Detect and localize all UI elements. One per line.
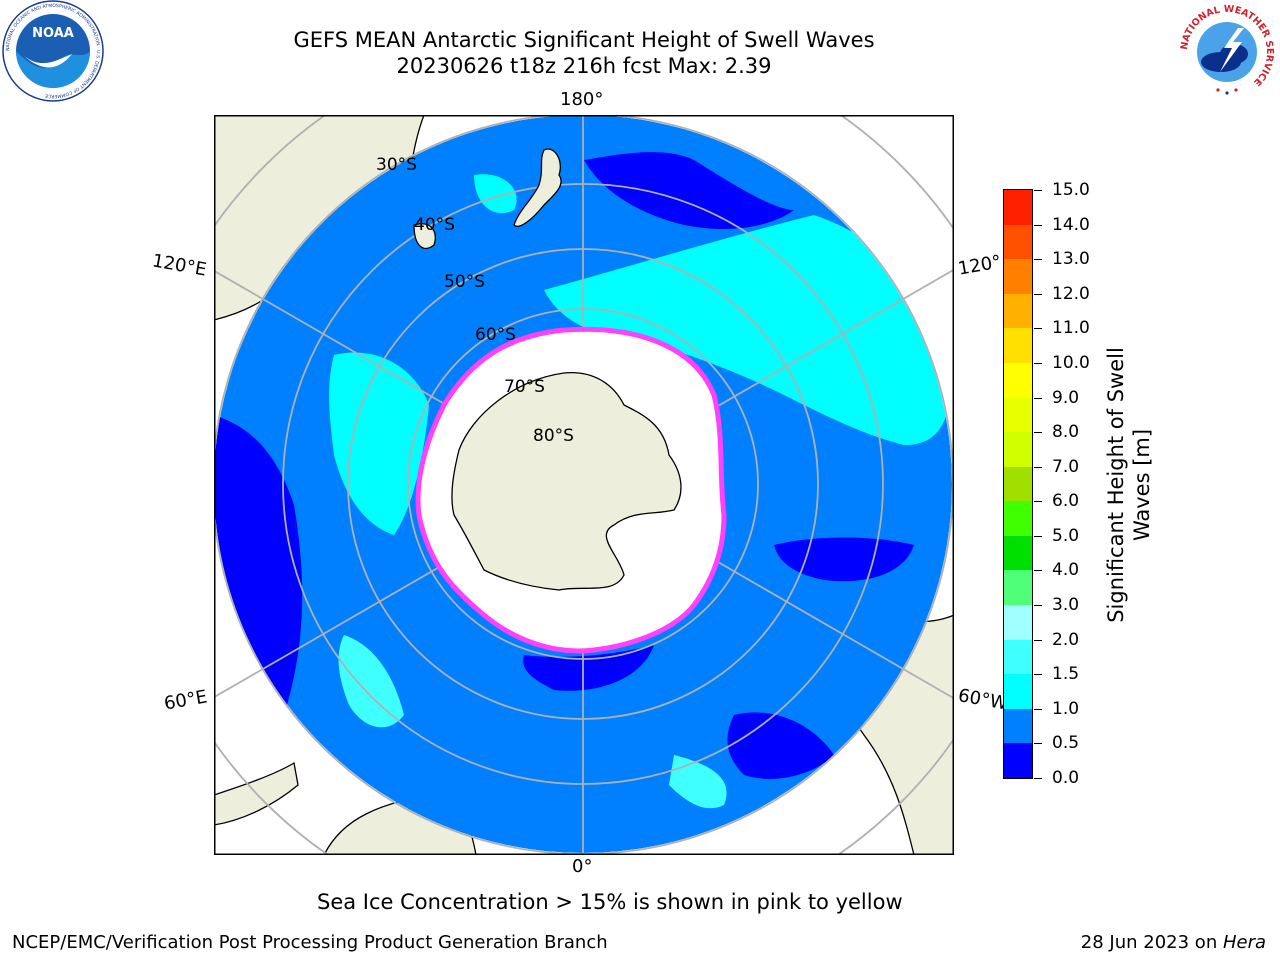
colorbar-tick-label: 1.5 — [1052, 664, 1080, 685]
colorbar-segment — [1004, 397, 1032, 433]
sea-ice-note: Sea Ice Concentration > 15% is shown in … — [317, 890, 903, 914]
colorbar-segment — [1004, 535, 1032, 571]
footer-host: Hera — [1222, 932, 1266, 953]
colorbar-tick-label: 2.0 — [1052, 629, 1080, 650]
antarctica-land — [451, 371, 682, 591]
colorbar-tick — [1034, 432, 1042, 434]
colorbar-tick-label: 10.0 — [1052, 352, 1090, 373]
lon-label-0: 0° — [572, 856, 593, 877]
colorbar-tick-label: 0.5 — [1052, 733, 1080, 754]
lat-label-70s: 70°S — [504, 377, 545, 397]
lat-label-60s: 60°S — [475, 325, 516, 345]
colorbar-tick-label: 4.0 — [1052, 560, 1080, 581]
map-subtitle: 20230626 t18z 216h fcst Max: 2.39 — [396, 54, 772, 78]
footer-credit: NCEP/EMC/Verification Post Processing Pr… — [12, 932, 608, 953]
colorbar-tick-label: 14.0 — [1052, 214, 1090, 235]
colorbar-tick — [1034, 293, 1042, 295]
colorbar-tick-label: 12.0 — [1052, 283, 1090, 304]
lon-label-60w: 60°W — [956, 685, 1006, 714]
colorbar-segment — [1004, 639, 1032, 675]
colorbar-tick — [1034, 605, 1042, 607]
colorbar-tick — [1034, 190, 1042, 191]
colorbar-tick — [1034, 674, 1042, 676]
colorbar-tick-label: 7.0 — [1052, 456, 1080, 477]
nws-logo: NATIONAL WEATHER SERVICE — [1179, 4, 1275, 98]
colorbar-segment — [1004, 362, 1032, 398]
colorbar-tick — [1034, 743, 1042, 745]
lon-label-120w: 120°W — [956, 251, 1004, 280]
colorbar-tick-label: 0.0 — [1052, 768, 1080, 788]
lon-label-120e: 120°E — [150, 250, 209, 281]
colorbar-segment — [1004, 708, 1032, 744]
lat-label-40s: 40°S — [414, 215, 455, 235]
colorbar-tick — [1034, 639, 1042, 641]
map-title: GEFS MEAN Antarctic Significant Height o… — [293, 28, 875, 52]
colorbar-segment — [1004, 293, 1032, 329]
colorbar-tick-label: 3.0 — [1052, 595, 1080, 616]
noaa-logo: NOAA NATIONAL OCEANIC AND ATMOSPHERIC AD… — [2, 0, 104, 102]
colorbar-segment — [1004, 742, 1032, 778]
colorbar-title: Significant Height of Swell Waves [m] — [1104, 347, 1154, 623]
colorbar-tick-label: 6.0 — [1052, 491, 1080, 512]
polar-map: 30°S 40°S 50°S 60°S 70°S 80°S — [214, 115, 954, 855]
colorbar-tick — [1034, 535, 1042, 537]
colorbar-tick-label: 13.0 — [1052, 249, 1090, 270]
colorbar-segment — [1004, 258, 1032, 294]
colorbar-segment — [1004, 604, 1032, 640]
colorbar-segment — [1004, 569, 1032, 606]
colorbar-tick-label: 8.0 — [1052, 422, 1080, 443]
colorbar-tick — [1034, 778, 1042, 779]
swell-cyan-pacific — [544, 215, 952, 445]
new-zealand-land — [513, 148, 562, 227]
colorbar-tick — [1034, 501, 1042, 503]
colorbar-segment — [1004, 673, 1032, 709]
colorbar-tick — [1034, 224, 1042, 226]
noaa-logo-text: NOAA — [32, 26, 74, 41]
lat-label-50s: 50°S — [444, 272, 485, 292]
colorbar-segment — [1004, 327, 1032, 363]
colorbar-tick-label: 1.0 — [1052, 698, 1080, 719]
footer-date: 28 Jun 2023 on Hera — [1080, 932, 1266, 953]
colorbar-segment — [1004, 224, 1032, 260]
colorbar-tick — [1034, 570, 1042, 572]
colorbar-segment — [1004, 500, 1032, 536]
colorbar — [1003, 189, 1033, 779]
colorbar-segment — [1004, 431, 1032, 467]
colorbar-segment — [1004, 466, 1032, 502]
colorbar-tick-label: 9.0 — [1052, 387, 1080, 408]
colorbar-tick-label: 11.0 — [1052, 318, 1090, 339]
colorbar-tick — [1034, 466, 1042, 468]
tasmania-land — [413, 223, 436, 249]
colorbar-tick-label: 5.0 — [1052, 525, 1080, 546]
colorbar-tick — [1034, 708, 1042, 710]
colorbar-tick — [1034, 397, 1042, 399]
lon-label-180: 180° — [560, 89, 604, 110]
colorbar-tick-label: 15.0 — [1052, 180, 1090, 200]
colorbar-segment — [1004, 189, 1032, 225]
colorbar-tick — [1034, 259, 1042, 261]
colorbar-tick — [1034, 328, 1042, 330]
lon-label-60e: 60°E — [162, 686, 209, 715]
lat-label-80s: 80°S — [533, 426, 574, 446]
lat-label-30s: 30°S — [376, 155, 417, 175]
colorbar-tick — [1034, 362, 1042, 364]
